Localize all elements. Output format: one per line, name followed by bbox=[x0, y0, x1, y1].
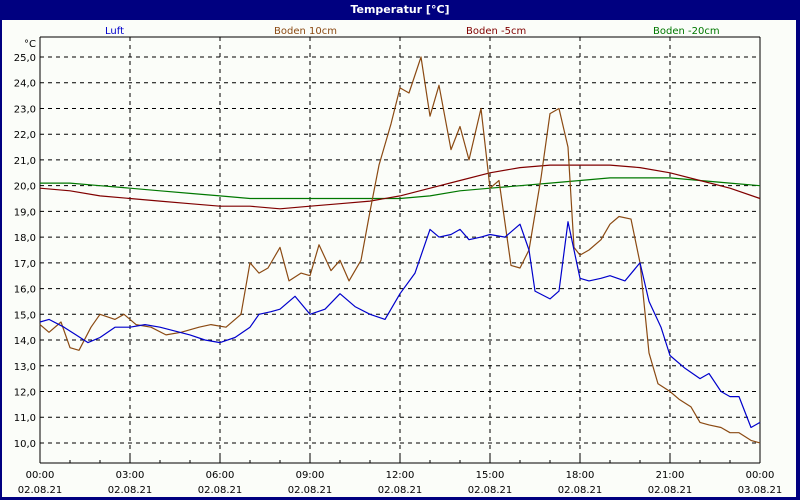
y-tick-label: 17,0 bbox=[14, 259, 36, 270]
axis-labels: 25,0 24,0 23,0 22,0 21,0 20,0 19,0 18,0 17,0 16,0… bbox=[14, 39, 783, 496]
y-tick-label: 24,0 bbox=[14, 79, 36, 90]
x-tick-date: 02.08.21 bbox=[198, 485, 243, 496]
x-tick-time: 03:00 bbox=[116, 470, 145, 481]
grid-lines bbox=[40, 37, 760, 463]
x-tick-date: 02.08.21 bbox=[378, 485, 423, 496]
series-line-luft bbox=[39, 221, 761, 429]
y-tick-label: 18,0 bbox=[14, 233, 36, 244]
axes bbox=[39, 36, 761, 464]
y-tick-label: 23,0 bbox=[14, 104, 36, 115]
x-tick-time: 21:00 bbox=[656, 470, 685, 481]
y-tick-label: 12,0 bbox=[14, 387, 36, 398]
y-tick-label: 16,0 bbox=[14, 285, 36, 296]
y-tick-label: 25,0 bbox=[14, 53, 36, 64]
series-line-boden-10cm bbox=[39, 56, 761, 444]
window-title: Temperatur [°C] bbox=[0, 0, 800, 20]
y-tick-label: 20,0 bbox=[14, 182, 36, 193]
y-tick-label: 21,0 bbox=[14, 156, 36, 167]
x-tick-date: 02.08.21 bbox=[108, 485, 153, 496]
legend-luft: Luft bbox=[105, 26, 124, 37]
series-line-boden-5cm bbox=[39, 164, 761, 210]
x-tick-time: 12:00 bbox=[386, 470, 415, 481]
x-tick-date: 02.08.21 bbox=[558, 485, 603, 496]
series-line-boden-20cm bbox=[40, 177, 761, 200]
x-tick-date: 02.08.21 bbox=[648, 485, 693, 496]
y-tick-label: 10,0 bbox=[14, 439, 36, 450]
x-tick-time: 00:00 bbox=[746, 470, 775, 481]
x-tick-time: 09:00 bbox=[296, 470, 325, 481]
x-tick-date: 02.08.21 bbox=[18, 485, 63, 496]
x-tick-time: 15:00 bbox=[476, 470, 505, 481]
y-tick-label: 14,0 bbox=[14, 336, 36, 347]
y-tick-label: 19,0 bbox=[14, 207, 36, 218]
series-lines bbox=[39, 56, 761, 444]
x-tick-time: 00:00 bbox=[26, 470, 55, 481]
legend-boden-5cm: Boden -5cm bbox=[466, 26, 527, 37]
legend-boden-10cm: Boden 10cm bbox=[274, 26, 337, 37]
x-tick-date: 02.08.21 bbox=[288, 485, 333, 496]
y-tick-label: 13,0 bbox=[14, 362, 36, 373]
x-tick-date: 03.08.21 bbox=[738, 485, 783, 496]
legend-boden-20cm: Boden -20cm bbox=[653, 26, 720, 37]
x-tick-time: 18:00 bbox=[566, 470, 595, 481]
x-tick-time: 06:00 bbox=[206, 470, 235, 481]
y-tick-label: 11,0 bbox=[14, 413, 36, 424]
y-tick-label: 22,0 bbox=[14, 130, 36, 141]
chart-panel bbox=[2, 20, 796, 497]
y-tick-label: 15,0 bbox=[14, 310, 36, 321]
y-unit-label: °C bbox=[24, 39, 36, 50]
x-tick-date: 02.08.21 bbox=[468, 485, 513, 496]
